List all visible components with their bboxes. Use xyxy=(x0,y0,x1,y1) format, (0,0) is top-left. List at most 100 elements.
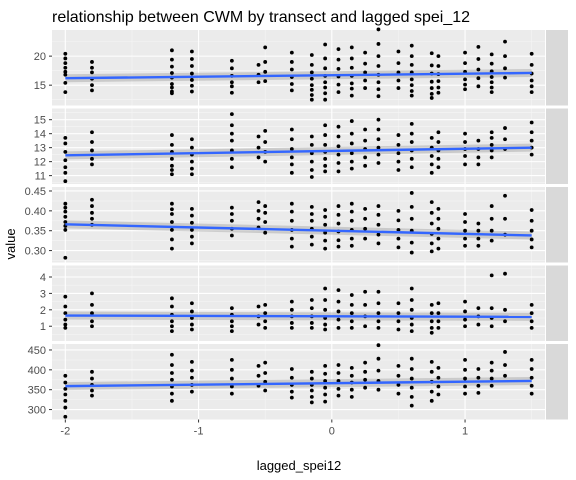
data-point xyxy=(230,219,234,223)
data-point xyxy=(230,329,234,333)
data-point xyxy=(290,89,294,93)
data-point xyxy=(350,66,354,70)
data-point xyxy=(530,84,534,88)
data-point xyxy=(350,142,354,146)
data-point xyxy=(350,202,354,206)
data-point xyxy=(430,331,434,335)
y-axis-title: value xyxy=(3,228,18,259)
data-point xyxy=(323,66,327,70)
data-point xyxy=(230,392,234,396)
data-point xyxy=(190,50,194,54)
data-point xyxy=(310,219,314,223)
data-point xyxy=(63,215,67,219)
data-point xyxy=(230,123,234,127)
data-point xyxy=(437,227,441,231)
data-point xyxy=(263,311,267,315)
data-point xyxy=(530,303,534,307)
data-point xyxy=(337,144,341,148)
data-point xyxy=(63,326,67,330)
data-point xyxy=(323,143,327,147)
data-point xyxy=(257,364,261,368)
y-tick-label: 11 xyxy=(35,171,46,183)
data-point xyxy=(377,54,381,58)
data-point xyxy=(90,211,94,215)
data-point xyxy=(397,133,401,137)
data-point xyxy=(63,57,67,61)
data-point xyxy=(170,363,174,367)
data-point xyxy=(530,376,534,380)
data-point xyxy=(530,130,534,134)
data-point xyxy=(377,242,381,246)
data-point xyxy=(257,80,261,84)
data-point xyxy=(503,66,507,70)
data-point xyxy=(323,328,327,332)
data-point xyxy=(263,231,267,235)
data-point xyxy=(310,377,314,381)
data-point xyxy=(490,217,494,221)
data-point xyxy=(363,303,367,307)
data-point xyxy=(437,385,441,389)
data-point xyxy=(363,128,367,132)
data-point xyxy=(90,149,94,153)
data-point xyxy=(63,415,67,419)
data-point xyxy=(323,57,327,61)
data-point xyxy=(290,156,294,160)
data-point xyxy=(170,378,174,382)
data-point xyxy=(490,75,494,79)
data-point xyxy=(230,112,234,116)
data-point xyxy=(170,238,174,242)
data-point xyxy=(490,369,494,373)
data-point xyxy=(290,128,294,132)
data-point xyxy=(437,86,441,90)
data-point xyxy=(377,357,381,361)
data-point xyxy=(463,212,467,216)
data-point xyxy=(290,326,294,330)
data-point xyxy=(410,77,414,81)
data-point xyxy=(337,83,341,87)
data-point xyxy=(290,60,294,64)
data-point xyxy=(337,135,341,139)
data-point xyxy=(350,46,354,50)
data-point xyxy=(363,361,367,365)
data-point xyxy=(230,358,234,362)
data-point xyxy=(323,208,327,212)
data-point xyxy=(170,353,174,357)
data-point xyxy=(263,319,267,323)
data-point xyxy=(257,217,261,221)
data-point xyxy=(190,360,194,364)
data-point xyxy=(430,92,434,96)
data-point xyxy=(90,324,94,328)
data-point xyxy=(363,386,367,390)
data-point xyxy=(463,368,467,372)
data-point xyxy=(323,298,327,302)
data-point xyxy=(190,323,194,327)
data-point xyxy=(310,235,314,239)
data-point xyxy=(323,80,327,84)
data-point xyxy=(323,164,327,168)
data-point xyxy=(463,237,467,241)
data-point xyxy=(437,140,441,144)
data-point xyxy=(310,88,314,92)
data-point xyxy=(363,139,367,143)
data-point xyxy=(90,70,94,74)
data-point xyxy=(430,370,434,374)
data-point xyxy=(170,65,174,69)
data-point xyxy=(323,287,327,291)
facet-panels: 1520final_height_cm1112131415RDMC0.300.3… xyxy=(25,28,570,438)
data-point xyxy=(410,241,414,245)
data-point xyxy=(530,392,534,396)
data-point xyxy=(170,164,174,168)
data-point xyxy=(230,306,234,310)
data-point xyxy=(290,367,294,371)
data-point xyxy=(190,64,194,68)
facet-strip-background xyxy=(546,30,568,106)
facet-strip-background xyxy=(546,109,568,185)
y-tick-label: 13 xyxy=(34,143,46,155)
data-point xyxy=(410,357,414,361)
data-point xyxy=(503,319,507,323)
data-point xyxy=(437,130,441,134)
data-point xyxy=(190,214,194,218)
data-point xyxy=(430,136,434,140)
data-point xyxy=(310,135,314,139)
data-point xyxy=(337,300,341,304)
